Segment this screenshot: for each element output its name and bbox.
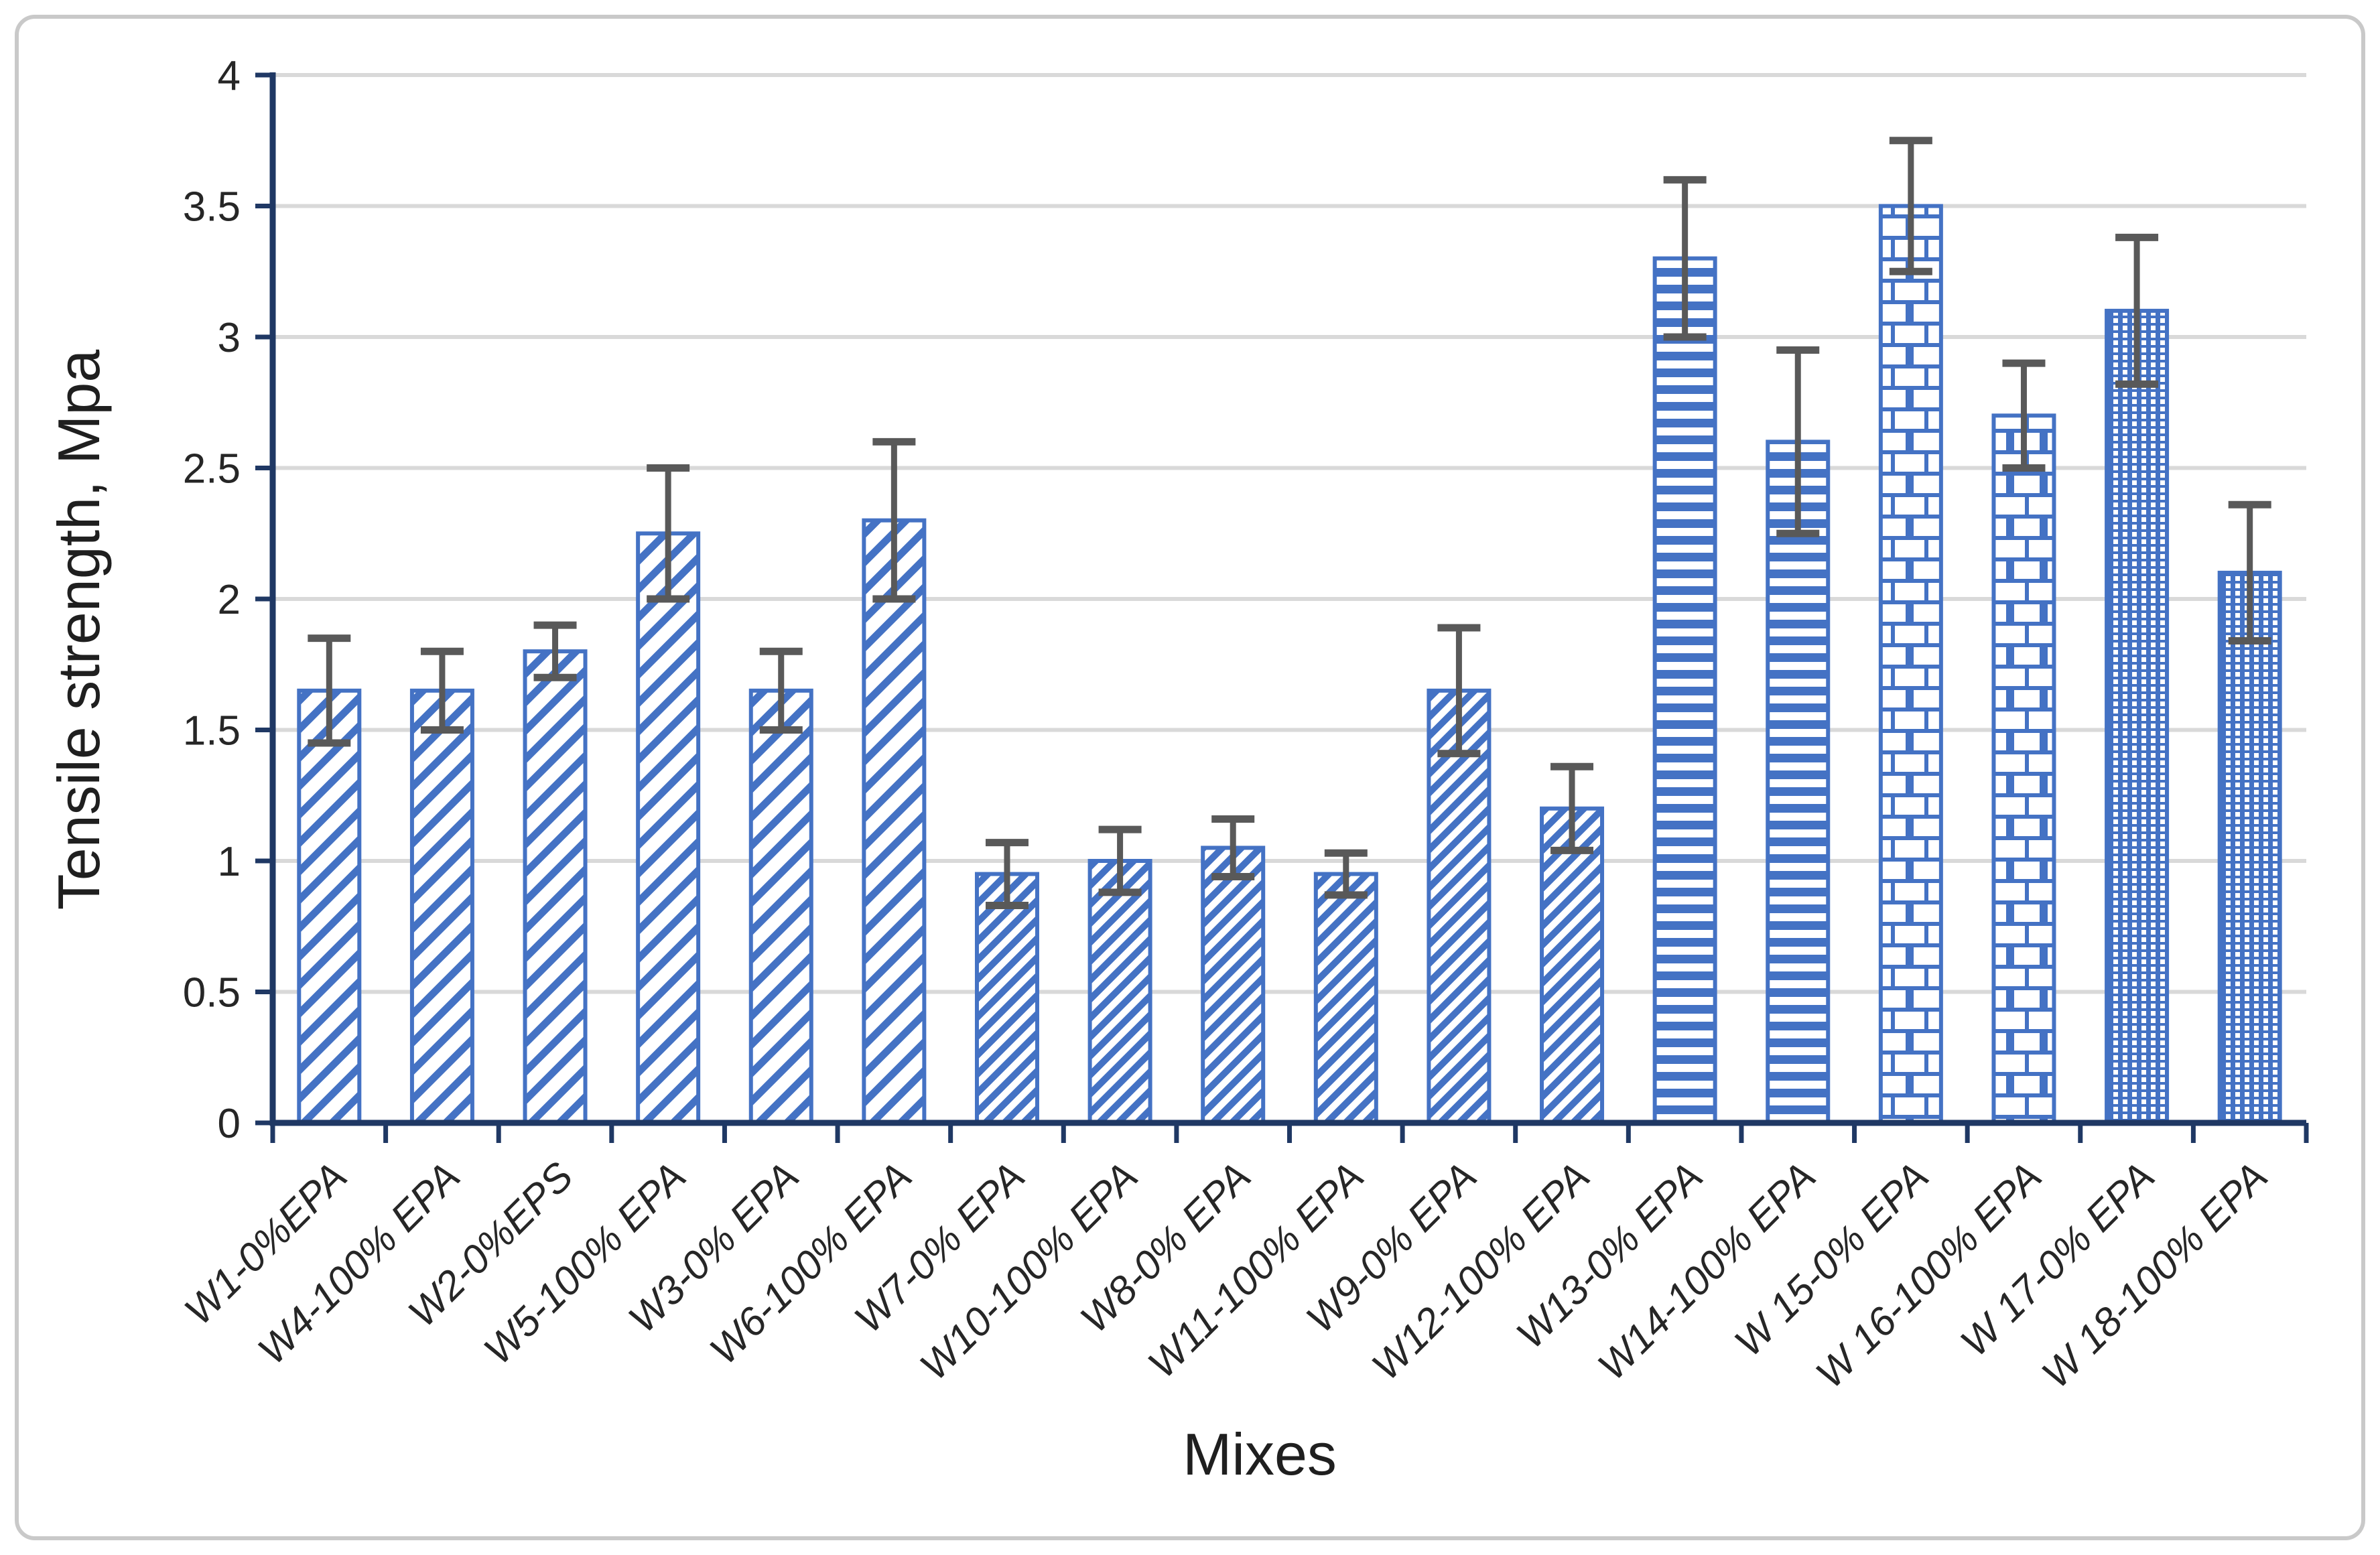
bar — [974, 872, 1039, 1126]
y-tick-label: 3.5 — [183, 184, 241, 230]
bar — [1313, 872, 1378, 1126]
bar — [1991, 413, 2056, 1125]
bar — [1652, 256, 1717, 1126]
bar — [1878, 204, 1943, 1125]
y-tick-label: 0 — [218, 1101, 241, 1147]
bar — [409, 688, 474, 1125]
x-tick-label: W4-100% EPA — [249, 1154, 468, 1373]
bar — [1540, 806, 1605, 1126]
bars — [297, 204, 2282, 1126]
gridlines — [273, 73, 2306, 994]
y-axis-title: Tensile strength, Mpa — [46, 349, 112, 910]
y-tick-label: 2.5 — [183, 446, 241, 492]
bar — [297, 688, 362, 1125]
x-tick-label: W6-100% EPA — [701, 1154, 920, 1373]
bar — [636, 531, 701, 1125]
bar — [862, 518, 927, 1125]
y-tick-label: 1.5 — [183, 708, 241, 754]
axes — [255, 72, 2309, 1143]
bar — [2105, 308, 2170, 1125]
bar — [1087, 859, 1152, 1125]
x-axis-title: Mixes — [1183, 1421, 1337, 1487]
bar — [523, 649, 588, 1125]
y-tick-label: 2 — [218, 577, 241, 623]
bar — [748, 688, 813, 1125]
y-tick-label: 1 — [218, 839, 241, 885]
y-tick-label: 0.5 — [183, 970, 241, 1016]
error-bars — [308, 137, 2271, 909]
bar — [1427, 688, 1492, 1125]
x-tick-label: W 15-0% EPA — [1726, 1154, 1937, 1365]
bar — [1201, 846, 1266, 1125]
bar — [2217, 570, 2282, 1125]
bar — [1766, 440, 1831, 1125]
x-tick-label: W 17-0% EPA — [1952, 1154, 2163, 1365]
y-tick-label: 3 — [218, 315, 241, 361]
y-tick-label: 4 — [218, 53, 241, 99]
x-tick-label: W5-100% EPA — [475, 1154, 694, 1373]
